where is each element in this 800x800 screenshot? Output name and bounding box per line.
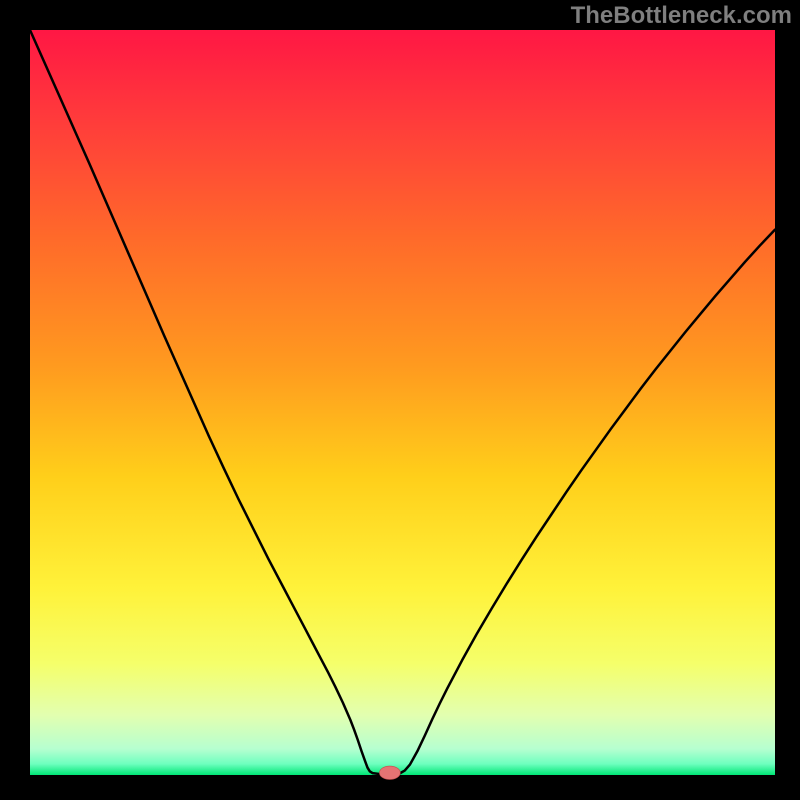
plot-background [30, 30, 775, 775]
bottleneck-chart [0, 0, 800, 800]
chart-container: TheBottleneck.com [0, 0, 800, 800]
watermark-text: TheBottleneck.com [571, 2, 792, 30]
optimal-marker [379, 766, 400, 779]
